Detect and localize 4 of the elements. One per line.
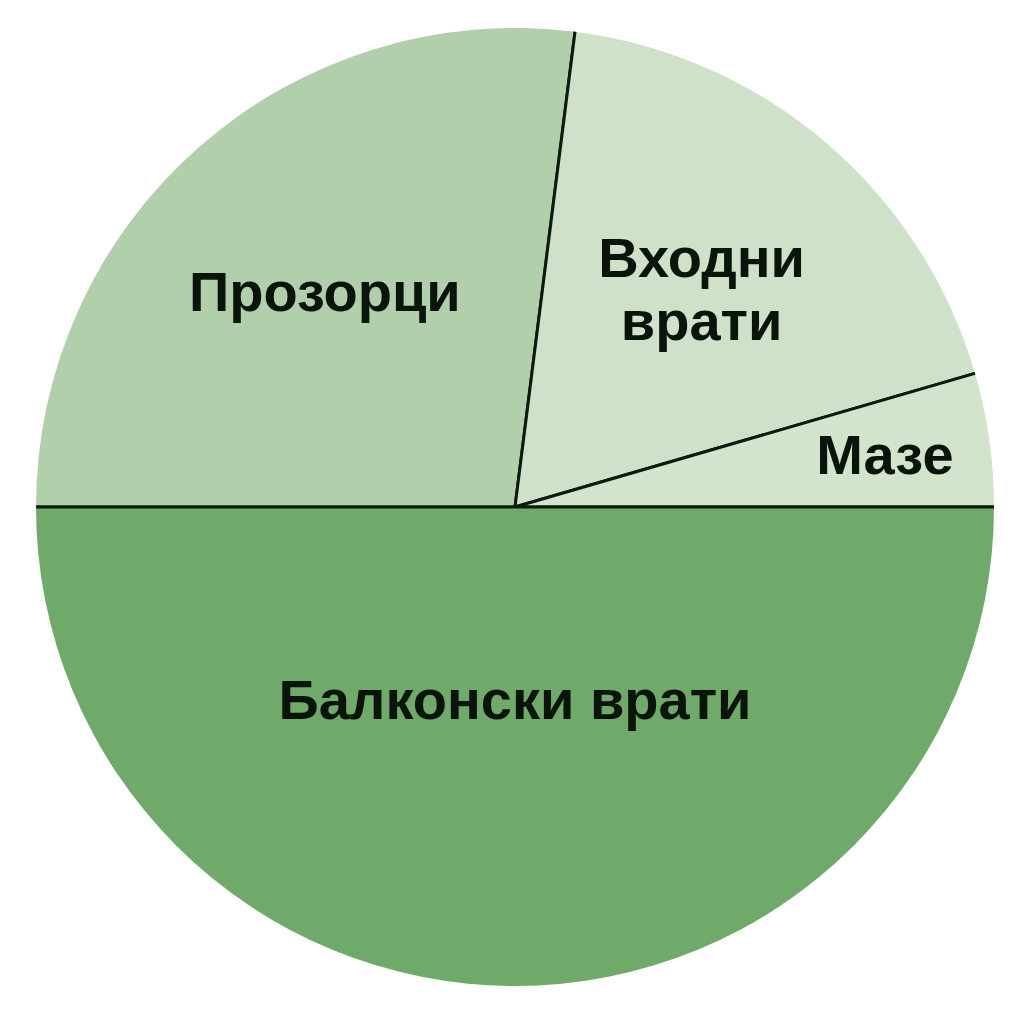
slice-label: Балконски врати bbox=[278, 667, 752, 731]
slice-label: Входни врати bbox=[598, 225, 806, 352]
slice-label: Мазе bbox=[816, 422, 954, 486]
slice-label: Прозорци bbox=[189, 259, 461, 323]
